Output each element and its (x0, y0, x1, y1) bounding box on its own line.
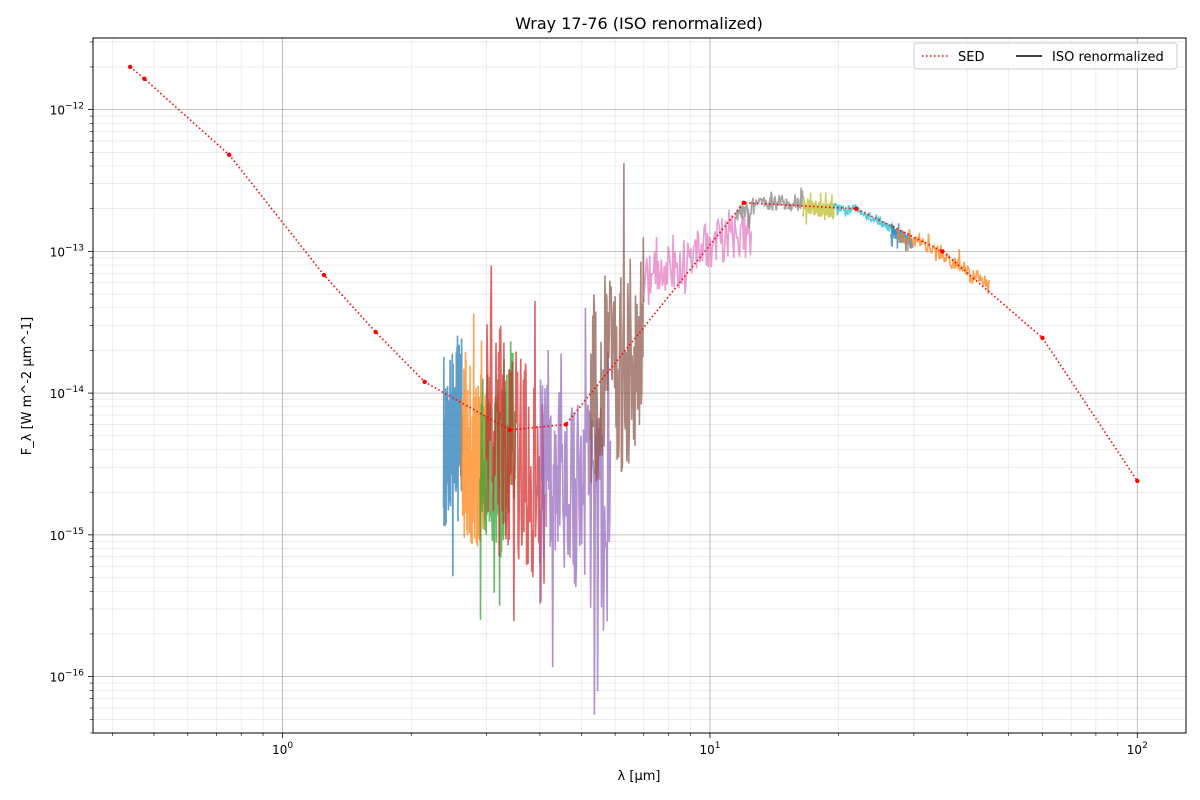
axis-ticks: 100 101 102 10−16 10−15 10−14 10−13 10−12 (50, 41, 1148, 757)
legend-sed-label: SED (958, 50, 984, 65)
sed-point (373, 329, 378, 335)
x-axis-label: λ [μm] (618, 769, 661, 784)
legend-box (913, 42, 1178, 70)
plot-area (128, 64, 1140, 715)
sed-point (422, 379, 427, 385)
y-axis-label: F_λ [W m^-2 μm^-1] (20, 317, 35, 455)
iso-spectrum-segment (896, 228, 990, 295)
iso-spectrum-segment (735, 187, 804, 229)
major-grid (93, 38, 1186, 733)
x-tick-label: 100 (272, 741, 293, 757)
iso-spectrum-segment (442, 335, 463, 577)
sed-point (321, 272, 327, 278)
iso-spectrum-segment (643, 209, 753, 306)
y-tick-label: 10−12 (50, 102, 84, 118)
sed-point (741, 200, 746, 205)
sed-point (940, 249, 945, 254)
iso-spectrum-segment (802, 192, 835, 225)
sed-point (563, 422, 568, 427)
sed-point (1040, 335, 1045, 341)
sed-point (128, 64, 133, 70)
y-tick-label: 10−14 (50, 385, 85, 401)
axes-frame (92, 37, 1187, 734)
x-tick-label: 101 (699, 741, 720, 757)
minor-grid (93, 38, 1186, 734)
iso-spectrum-segment (589, 163, 645, 484)
sed-point (142, 76, 147, 82)
y-tick-label: 10−13 (50, 243, 84, 259)
legend-iso-label: ISO renormalized (1052, 50, 1164, 65)
chart-title: Wray 17-76 (ISO renormalized) (515, 14, 763, 33)
legend: SED ISO renormalized (913, 42, 1178, 70)
sed-point (227, 152, 232, 157)
sed-point (854, 206, 859, 211)
sed-point (1135, 478, 1140, 484)
sed-point (507, 427, 512, 433)
y-tick-label: 10−15 (50, 527, 84, 543)
iso-spectrum-segment (485, 265, 546, 622)
y-tick-label: 10−16 (50, 669, 85, 685)
iso-spectrum-segment (833, 203, 899, 236)
x-tick-label: 102 (1127, 741, 1148, 757)
